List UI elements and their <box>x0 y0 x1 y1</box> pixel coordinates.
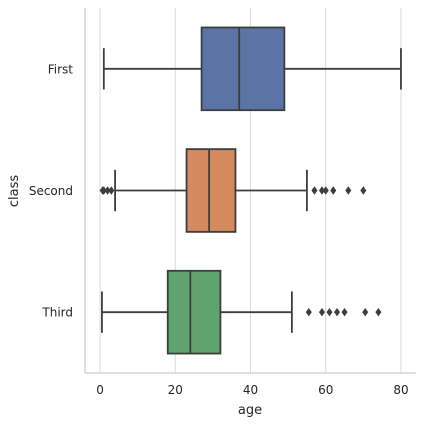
outlier-third-6 <box>375 307 382 317</box>
outlier-second-9 <box>360 186 367 195</box>
y-tick-label-third: Third <box>41 306 73 320</box>
box-first <box>102 26 402 112</box>
box-third <box>101 269 382 355</box>
axes <box>84 8 416 374</box>
iqr-box-first <box>200 26 286 112</box>
outlier-second-1 <box>100 186 107 195</box>
x-tick-label-60: 60 <box>318 383 333 397</box>
outlier-second-2 <box>104 186 111 195</box>
x-axis-label: age <box>238 403 262 418</box>
iqr-box-third <box>166 269 222 355</box>
outlier-second-3 <box>108 186 115 195</box>
outlier-third-4 <box>341 307 348 317</box>
outlier-second-7 <box>330 186 337 195</box>
outlier-third-1 <box>318 307 325 317</box>
iqr-box-second <box>185 148 237 233</box>
outlier-second-8 <box>345 186 352 195</box>
box-second <box>99 148 367 233</box>
outlier-third-2 <box>326 307 333 317</box>
outlier-second-5 <box>318 186 325 195</box>
x-tick-label-80: 80 <box>393 383 408 397</box>
x-tick-label-20: 20 <box>168 383 183 397</box>
outlier-third-5 <box>362 307 369 317</box>
outlier-second-6 <box>322 186 329 195</box>
x-tick-label-40: 40 <box>243 383 258 397</box>
y-tick-label-first: First <box>48 62 74 76</box>
outlier-third-3 <box>333 307 341 317</box>
y-axis-label: class <box>7 175 22 207</box>
outlier-third-0 <box>305 307 312 317</box>
boxes <box>99 26 402 355</box>
tick-labels: 0 20 40 60 80 First Second Third <box>29 62 409 397</box>
x-tick-label-0: 0 <box>96 383 104 397</box>
outlier-second-4 <box>311 186 318 195</box>
y-tick-label-second: Second <box>29 184 73 198</box>
